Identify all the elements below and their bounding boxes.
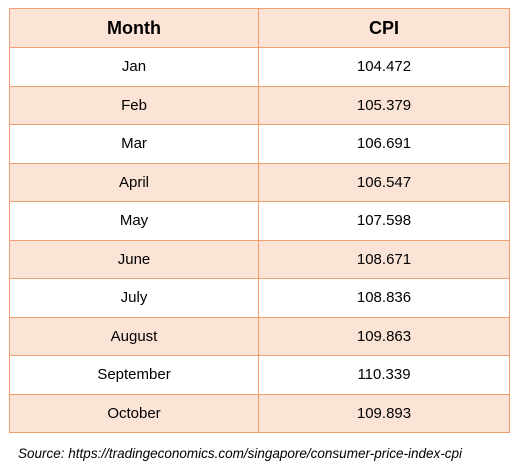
cpi-cell: 107.598	[258, 201, 510, 241]
cpi-cell: 108.836	[258, 278, 510, 318]
cpi-cell: 105.379	[258, 85, 510, 125]
table-row: Feb 105.379	[9, 85, 510, 125]
month-cell: April	[9, 162, 259, 202]
month-cell: October	[9, 393, 259, 433]
month-cell: Feb	[9, 85, 259, 125]
table-row: Jan 104.472	[9, 47, 510, 87]
table-row: June 108.671	[9, 239, 510, 279]
source-caption: Source: https://tradingeconomics.com/sin…	[18, 446, 462, 461]
table-row: July 108.836	[9, 278, 510, 318]
table-row: October 109.893	[9, 393, 510, 433]
cpi-table: Month CPI Jan 104.472 Feb 105.379 Mar 10…	[9, 8, 510, 433]
source-label: Source:	[18, 446, 65, 461]
header-month: Month	[9, 8, 259, 48]
month-cell: September	[9, 355, 259, 395]
month-cell: May	[9, 201, 259, 241]
cpi-cell: 108.671	[258, 239, 510, 279]
source-url: https://tradingeconomics.com/singapore/c…	[68, 446, 462, 461]
table-row: Mar 106.691	[9, 124, 510, 164]
cpi-cell: 110.339	[258, 355, 510, 395]
table-header-row: Month CPI	[9, 8, 510, 48]
cpi-cell: 106.547	[258, 162, 510, 202]
month-cell: July	[9, 278, 259, 318]
table-row: April 106.547	[9, 162, 510, 202]
cpi-cell: 109.893	[258, 393, 510, 433]
month-cell: August	[9, 316, 259, 356]
table-row: September 110.339	[9, 355, 510, 395]
month-cell: Jan	[9, 47, 259, 87]
month-cell: June	[9, 239, 259, 279]
header-cpi: CPI	[258, 8, 510, 48]
cpi-cell: 104.472	[258, 47, 510, 87]
cpi-cell: 106.691	[258, 124, 510, 164]
month-cell: Mar	[9, 124, 259, 164]
cpi-cell: 109.863	[258, 316, 510, 356]
table-row: August 109.863	[9, 316, 510, 356]
table-row: May 107.598	[9, 201, 510, 241]
